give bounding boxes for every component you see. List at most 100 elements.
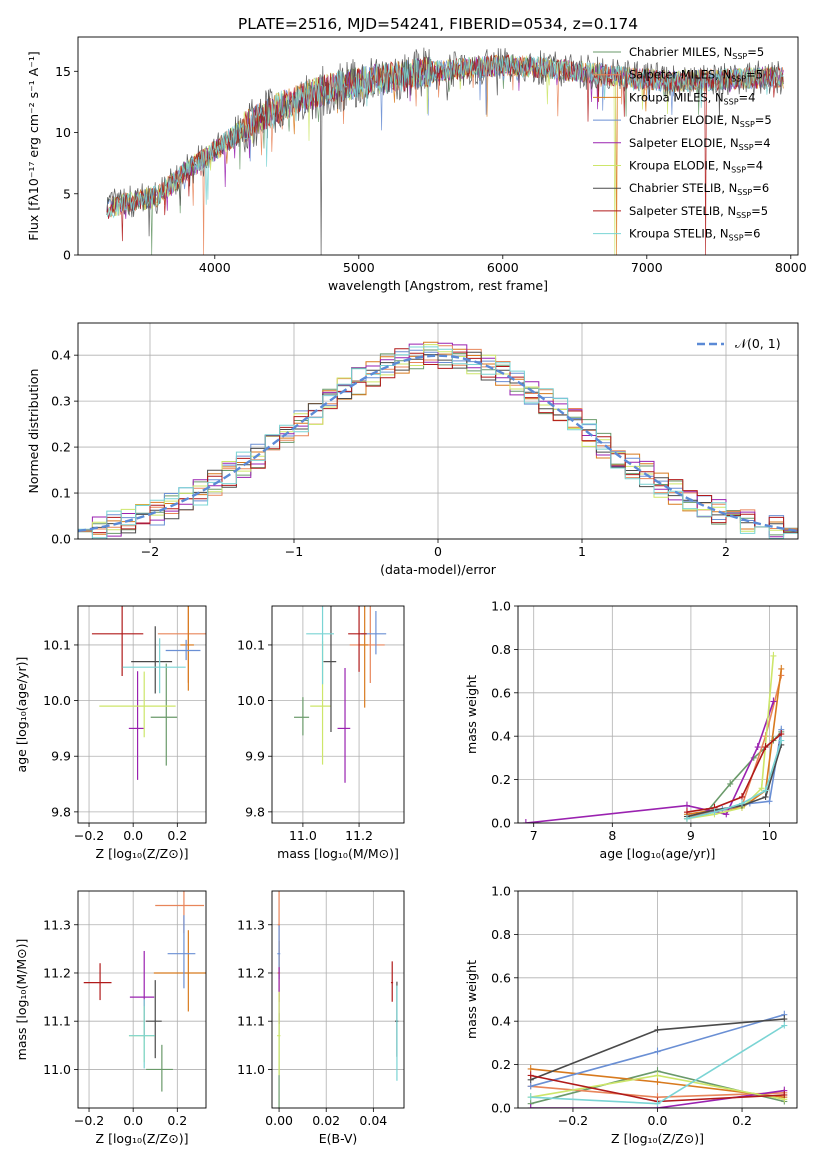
legend-subscript: SSP: [729, 234, 744, 243]
y-tick-label: 0.0: [51, 532, 71, 547]
legend-text: Salpeter MILES, N: [629, 68, 731, 82]
histogram-series: [78, 346, 798, 539]
y-tick-label: 10.1: [237, 637, 265, 652]
x-tick-label: −1: [285, 544, 303, 559]
y-tick-label: 11.2: [43, 965, 71, 980]
y-tick-label: 1.0: [491, 884, 511, 899]
y-tick-label: 0.0: [491, 816, 511, 831]
plot-frame: [77, 605, 207, 824]
x-axis-label: E(B-V): [319, 1131, 358, 1146]
legend-entry: Chabrier MILES, NSSP=5: [629, 45, 764, 61]
x-tick-label: 0.00: [265, 1113, 293, 1128]
plot-area: [83, 891, 206, 1092]
x-tick-label: 0.0: [123, 1113, 143, 1128]
legend-subscript: SSP: [732, 52, 747, 61]
legend-text: =4: [739, 90, 756, 104]
age-vs-mass-panel: 11.0 11.2 9.8 9.9 10.0 10.1 mass [log₁₀(M/M⊙)]: [237, 605, 405, 861]
y-tick-label: 0.2: [491, 1057, 511, 1072]
plot-frame: [517, 605, 798, 824]
y-tick-label: 0: [63, 248, 71, 263]
x-tick-label: 0.02: [312, 1113, 340, 1128]
y-axis-label: Normed distribution: [26, 369, 41, 494]
x-tick-label: 0.0: [123, 828, 143, 843]
legend-text: Chabrier ELODIE, N: [629, 113, 740, 127]
y-tick-label: 5: [63, 186, 71, 201]
x-tick-label: 8000: [775, 260, 807, 275]
y-tick-label: 0.8: [491, 927, 511, 942]
y-tick-label: 9.9: [245, 749, 265, 764]
x-tick-label: −0.2: [558, 1113, 588, 1128]
legend-entry: Kroupa ELODIE, NSSP=4: [629, 159, 763, 175]
x-tick-label: 8: [608, 828, 616, 843]
x-tick-label: 1: [578, 544, 586, 559]
y-tick-label: 9.9: [51, 749, 71, 764]
legend-text: =6: [752, 181, 769, 195]
plot-frame: [77, 36, 799, 256]
y-tick-label: 0.8: [491, 642, 511, 657]
plot-area: [294, 606, 387, 783]
x-tick-label: 7: [530, 828, 538, 843]
x-axis-label: Z [log₁₀(Z/Z⊙)]: [96, 846, 189, 861]
x-tick-label: −0.2: [74, 1113, 104, 1128]
x-tick-label: 0.2: [167, 828, 187, 843]
y-tick-label: 11.0: [237, 1062, 265, 1077]
legend-text: =5: [751, 204, 768, 218]
x-tick-label: 4000: [199, 260, 231, 275]
x-tick-label: 0.0: [648, 1113, 668, 1128]
legend-text: Chabrier STELIB, N: [629, 181, 737, 195]
x-tick-label: 0.04: [359, 1113, 387, 1128]
x-axis-label: Z [log₁₀(Z/Z⊙)]: [96, 1131, 189, 1146]
y-tick-label: 10.1: [43, 637, 71, 652]
y-axis-label: mass weight: [464, 675, 479, 754]
y-tick-label: 11.1: [237, 1014, 265, 1029]
spectrum-line: [106, 55, 784, 219]
y-tick-label: 15: [55, 64, 71, 79]
legend-entry: Chabrier STELIB, NSSP=6: [629, 181, 769, 197]
mass-vs-metallicity-panel: −0.2 0.0 0.2 11.0 11.1 11.2 11.3 Z [log₁₀(Z/Z⊙)…: [14, 890, 207, 1146]
massweight-vs-metallicity-panel: −0.2 0.0 0.2 0.0 0.2 0.4 0.6 0.8 1.0 Z [log₁₀(Z/Z…: [464, 884, 798, 1146]
x-axis-label: mass [log₁₀(M/M⊙)]: [277, 846, 399, 861]
plot-area: [522, 651, 785, 823]
x-axis-label: age [log₁₀(age/yr)]: [600, 846, 716, 861]
x-tick-label: 0: [434, 544, 442, 559]
legend-text: =6: [744, 227, 761, 241]
legend-text: =5: [755, 113, 772, 127]
legend-subscript: SSP: [740, 120, 755, 129]
y-tick-label: 10.0: [43, 693, 71, 708]
y-tick-label: 0.4: [491, 1014, 511, 1029]
legend-entry: Salpeter MILES, NSSP=5: [629, 68, 763, 84]
x-tick-label: 6000: [487, 260, 519, 275]
y-tick-label: 1.0: [491, 599, 511, 614]
y-tick-label: 0.0: [491, 1101, 511, 1116]
x-tick-label: 9: [687, 828, 695, 843]
legend-text: Chabrier MILES, N: [629, 45, 732, 59]
legend-entry: 𝒩(0, 1): [735, 336, 781, 351]
x-tick-label: 11.0: [289, 828, 317, 843]
y-tick-label: 9.8: [245, 804, 265, 819]
y-tick-label: 0.2: [491, 772, 511, 787]
massweight-vs-age-panel: 7 8 9 10 0.0 0.2 0.4 0.6 0.8 1.0 age [log₁₀(age/yr…: [464, 599, 798, 861]
y-tick-label: 0.1: [51, 486, 71, 501]
legend-subscript: SSP: [736, 211, 751, 220]
x-axis-label: (data-model)/error: [380, 562, 497, 577]
legend-subscript: SSP: [739, 143, 754, 152]
x-tick-label: 7000: [631, 260, 663, 275]
legend-text: =4: [746, 159, 763, 173]
y-tick-label: 9.8: [51, 804, 71, 819]
legend-subscript: SSP: [724, 97, 739, 106]
legend-subscript: SSP: [737, 188, 752, 197]
age-vs-metallicity-panel: −0.2 0.0 0.2 9.8 9.9 10.0 10.1 Z [log₁₀(Z/Z⊙)] a…: [14, 605, 207, 861]
plot-frame: [271, 605, 405, 824]
figure-title: PLATE=2516, MJD=54241, FIBERID=0534, z=0…: [238, 15, 638, 33]
plot-area: [78, 341, 798, 539]
x-tick-label: 0.2: [167, 1113, 187, 1128]
x-tick-label: 5000: [343, 260, 375, 275]
x-tick-label: 2: [722, 544, 730, 559]
legend-entry: Salpeter STELIB, NSSP=5: [629, 204, 768, 220]
mass-vs-ebv-panel: 0.00 0.02 0.04 11.0 11.1 11.2 11.3 E(B-V): [237, 890, 405, 1146]
y-tick-label: 0.3: [51, 394, 71, 409]
plot-area: [277, 891, 399, 1108]
legend-text: Salpeter ELODIE, N: [629, 136, 739, 150]
plot-area: [527, 1010, 788, 1108]
